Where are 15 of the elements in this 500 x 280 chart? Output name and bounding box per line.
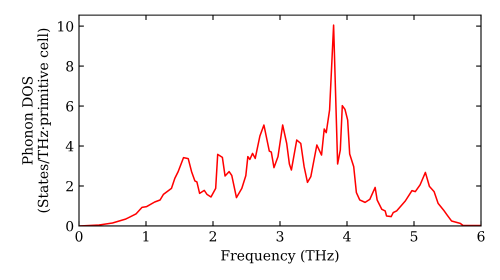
y-tick-label: 4 — [66, 140, 74, 152]
x-axis-title: Frequency (THz) — [221, 250, 338, 264]
y-tick-label: 10 — [58, 21, 74, 32]
x-tick-label: 6 — [478, 231, 485, 242]
x-tick-label: 1 — [143, 231, 148, 242]
y-tick-label: 2 — [66, 180, 73, 192]
x-tick-label: 2 — [210, 231, 216, 242]
y-axis-title: Phonon DOS (States/THz·primitive cell) — [22, 28, 51, 212]
y-tick-label: 6 — [66, 101, 74, 112]
y-tick-label: 8 — [66, 61, 74, 72]
y-tick-label: 0 — [66, 220, 74, 232]
x-tick-label: 5 — [410, 231, 418, 242]
x-tick-label: 4 — [343, 231, 351, 242]
x-tick-label: 0 — [75, 231, 82, 242]
x-tick-label: 3 — [276, 231, 284, 242]
